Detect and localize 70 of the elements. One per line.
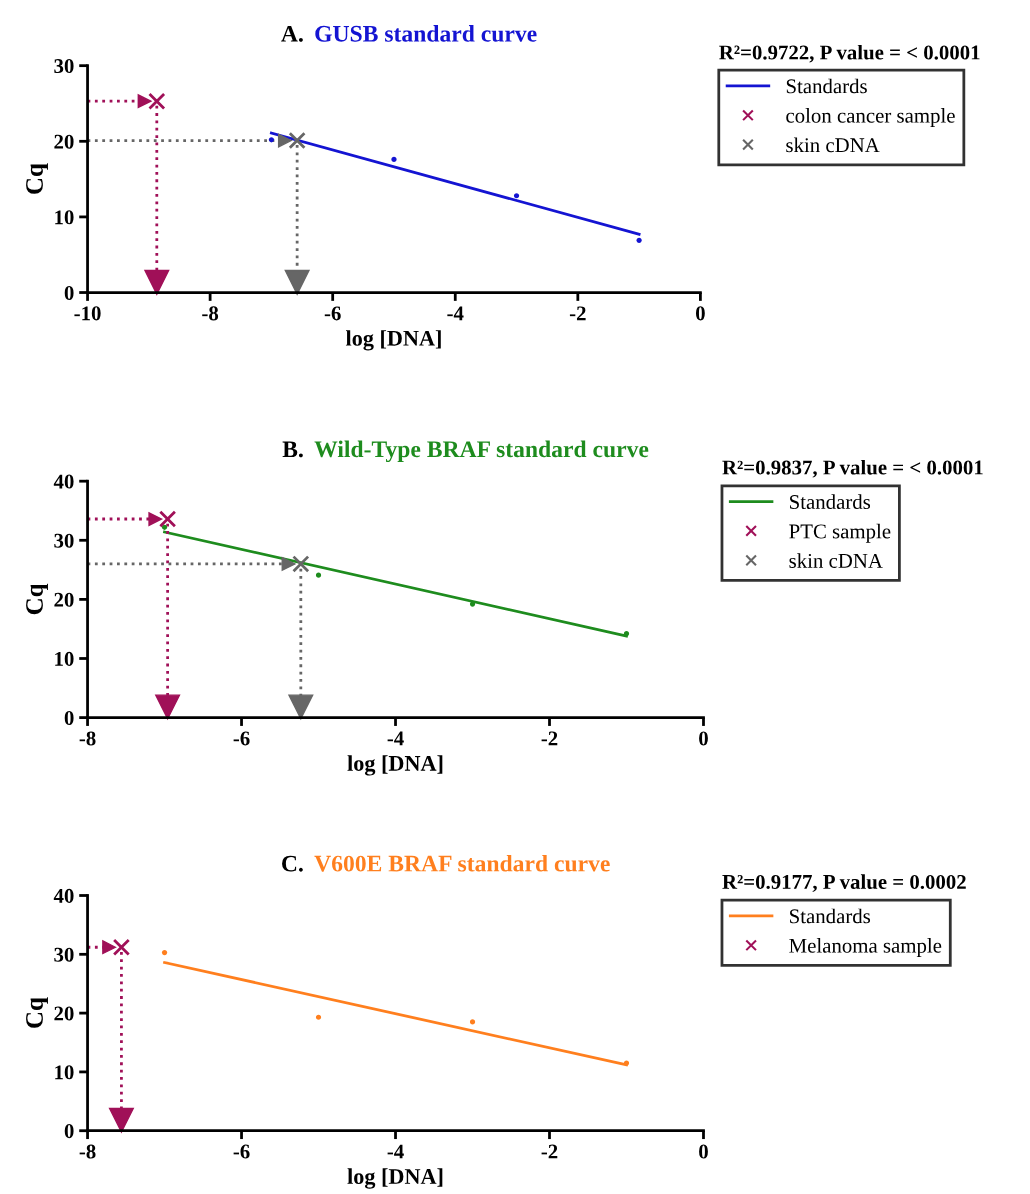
- point: [513, 193, 520, 199]
- point: [391, 156, 397, 163]
- x-axis-title: log [DNA]: [345, 330, 441, 351]
- x-tick-label: -2: [569, 306, 586, 321]
- text: R²=0.9722, P value = < 0.0001: [719, 44, 980, 63]
- y-tick-label: 30: [54, 59, 74, 74]
- point: [112, 938, 131, 956]
- legend-label: Standards: [790, 908, 871, 924]
- x-axis-title: log [DNA]: [347, 1168, 443, 1189]
- legend-label: skin cDNA: [786, 137, 880, 153]
- x-tick-label: -2: [541, 1144, 558, 1159]
- point: [268, 137, 274, 143]
- text: C.: [282, 855, 303, 872]
- x-tick-label: -4: [387, 731, 404, 746]
- y-axis-title: Cq: [26, 997, 48, 1028]
- text: R²=0.9177, P value = 0.0002: [722, 874, 966, 892]
- point: [161, 949, 168, 956]
- point: [315, 1014, 322, 1020]
- y-axis-title: Cq: [26, 163, 48, 194]
- x-tick-label: -4: [387, 1144, 404, 1159]
- y-tick-label: 30: [54, 533, 74, 548]
- y-tick-label: 20: [54, 592, 74, 607]
- x-tick-label: 0: [695, 306, 705, 321]
- y-tick-label: 10: [55, 1065, 74, 1080]
- y-tick-label: 0: [64, 710, 74, 726]
- y-tick-label: 10: [55, 210, 74, 225]
- point: [623, 1060, 630, 1066]
- legend-label: skin cDNA: [789, 553, 883, 568]
- y-tick-label: 20: [54, 134, 74, 149]
- y-tick-label: 40: [53, 474, 74, 489]
- x-tick-label: -6: [233, 731, 250, 746]
- x-tick-label: -8: [79, 1144, 96, 1159]
- x-tick-label: -4: [447, 306, 464, 321]
- x-tick-label: -10: [74, 306, 101, 321]
- point: [636, 237, 642, 243]
- x-tick-label: -8: [202, 306, 219, 321]
- legend-label: PTC sample: [789, 523, 891, 543]
- point: [161, 524, 168, 530]
- point: [315, 572, 322, 578]
- legend-label: Melanoma sample: [789, 938, 942, 957]
- y-tick-label: 0: [64, 1124, 74, 1139]
- chart-title: V600E BRAF standard curve: [314, 854, 610, 872]
- point: [158, 510, 177, 528]
- legend-label: Standards: [790, 494, 871, 510]
- y-tick-label: 20: [54, 1006, 74, 1021]
- point: [292, 555, 310, 573]
- y-tick-label: 10: [55, 651, 74, 666]
- text: B.: [282, 441, 303, 458]
- x-tick-label: 0: [699, 731, 708, 746]
- x-tick-label: -6: [233, 1144, 250, 1159]
- y-tick-label: 30: [54, 947, 74, 962]
- x-tick-label: 0: [699, 1144, 708, 1159]
- point: [623, 631, 630, 637]
- legend-label: Standards: [786, 78, 867, 94]
- point: [469, 601, 476, 607]
- chart-title: Wild-Type BRAF standard curve: [314, 440, 649, 463]
- chart-title: GUSB standard curve: [315, 25, 537, 42]
- point: [148, 92, 166, 110]
- x-tick-label: -6: [324, 306, 341, 321]
- y-tick-label: 0: [64, 285, 74, 300]
- text: R²=0.9837, P value = < 0.0001: [722, 459, 983, 478]
- y-axis-title: Cq: [26, 583, 48, 615]
- text: A.: [281, 25, 303, 42]
- x-tick-label: -2: [541, 731, 558, 746]
- point: [469, 1019, 476, 1025]
- x-tick-label: -8: [79, 731, 96, 746]
- legend-label: colon cancer sample: [786, 108, 955, 127]
- x-axis-title: log [DNA]: [347, 755, 443, 776]
- point: [288, 131, 306, 150]
- y-tick-label: 40: [53, 888, 74, 903]
